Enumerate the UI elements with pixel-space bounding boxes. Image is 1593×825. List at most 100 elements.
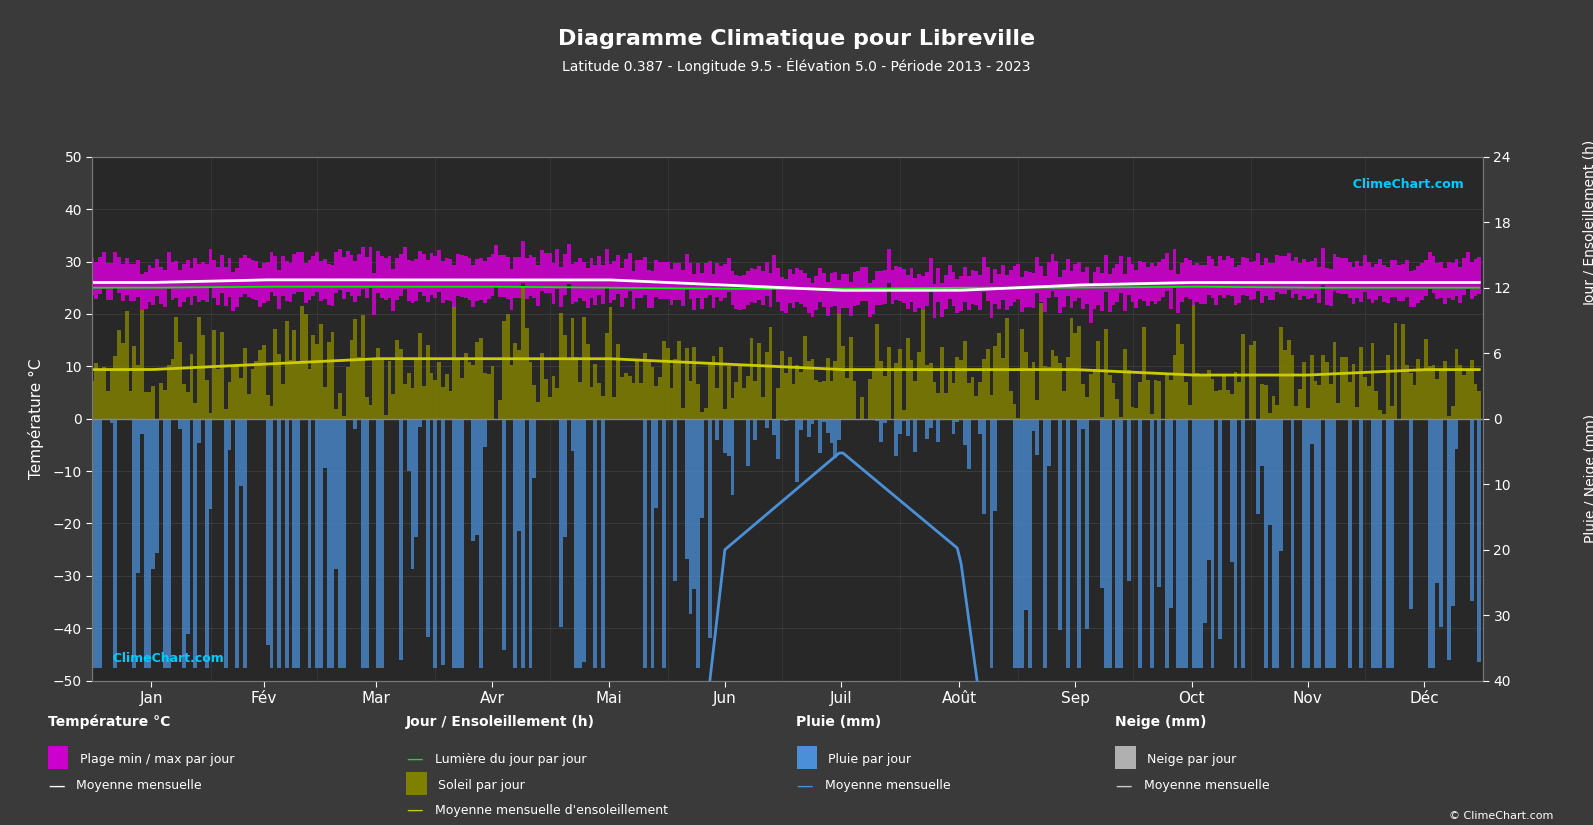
Bar bbox=[532, 384, 537, 419]
Bar bbox=[1184, 382, 1188, 419]
Bar bbox=[1249, 345, 1252, 419]
Bar bbox=[932, 285, 937, 318]
Bar bbox=[601, 265, 605, 304]
Bar bbox=[1241, 419, 1246, 667]
Bar bbox=[1227, 390, 1230, 419]
Bar bbox=[1013, 403, 1016, 419]
Bar bbox=[307, 369, 312, 419]
Bar bbox=[731, 398, 734, 419]
Bar bbox=[1370, 266, 1375, 304]
Bar bbox=[605, 333, 609, 419]
Bar bbox=[274, 328, 277, 419]
Bar bbox=[280, 384, 285, 419]
Bar bbox=[906, 275, 910, 309]
Bar bbox=[543, 252, 548, 294]
Bar bbox=[1375, 391, 1378, 419]
Bar bbox=[551, 376, 556, 419]
Bar bbox=[387, 361, 392, 419]
Bar bbox=[384, 258, 387, 300]
Bar bbox=[723, 409, 726, 419]
Bar bbox=[1123, 350, 1126, 419]
Bar bbox=[1126, 257, 1131, 295]
Bar bbox=[1107, 375, 1112, 419]
Bar bbox=[400, 419, 403, 660]
Bar bbox=[507, 257, 510, 299]
Bar bbox=[1333, 254, 1337, 291]
Bar bbox=[937, 419, 940, 442]
Bar bbox=[860, 267, 863, 301]
Bar bbox=[472, 365, 475, 419]
Bar bbox=[452, 305, 456, 419]
Bar bbox=[543, 380, 548, 419]
Bar bbox=[449, 259, 452, 300]
Bar bbox=[327, 264, 330, 305]
Bar bbox=[198, 264, 201, 302]
Bar bbox=[948, 368, 951, 419]
Bar bbox=[247, 394, 250, 419]
Bar bbox=[1337, 257, 1340, 293]
Bar bbox=[217, 266, 220, 305]
Bar bbox=[1013, 419, 1016, 667]
Bar bbox=[140, 310, 143, 419]
Bar bbox=[731, 271, 734, 305]
Bar bbox=[776, 268, 781, 302]
Bar bbox=[978, 276, 981, 309]
Bar bbox=[456, 254, 460, 296]
Bar bbox=[699, 419, 704, 518]
Bar bbox=[669, 389, 674, 419]
Bar bbox=[250, 369, 255, 419]
Bar bbox=[1257, 253, 1260, 291]
Bar bbox=[1115, 419, 1120, 667]
Bar bbox=[1120, 419, 1123, 667]
Bar bbox=[811, 359, 814, 419]
Bar bbox=[1195, 263, 1200, 302]
Bar bbox=[906, 338, 910, 419]
Text: Lumière du jour par jour: Lumière du jour par jour bbox=[435, 752, 586, 766]
Bar bbox=[707, 362, 712, 419]
Bar bbox=[518, 350, 521, 419]
Bar bbox=[1063, 391, 1066, 419]
Bar bbox=[1039, 303, 1043, 419]
Bar bbox=[143, 392, 148, 419]
Bar bbox=[631, 384, 636, 419]
Bar bbox=[1443, 268, 1446, 304]
Bar bbox=[499, 400, 502, 419]
Bar bbox=[1184, 419, 1188, 667]
Bar bbox=[1394, 323, 1397, 419]
Bar bbox=[178, 270, 182, 307]
Bar bbox=[964, 419, 967, 445]
Bar bbox=[838, 419, 841, 440]
Bar bbox=[578, 257, 581, 298]
Bar bbox=[323, 259, 327, 299]
Bar bbox=[1389, 419, 1394, 667]
Bar bbox=[1085, 419, 1088, 629]
Bar bbox=[1058, 277, 1063, 314]
Bar bbox=[1214, 391, 1219, 419]
Bar bbox=[997, 332, 1000, 419]
Bar bbox=[118, 257, 121, 294]
Bar bbox=[293, 254, 296, 295]
Bar bbox=[1333, 419, 1337, 667]
Bar bbox=[879, 361, 883, 419]
Bar bbox=[1192, 419, 1195, 667]
Bar bbox=[436, 361, 441, 419]
Bar bbox=[1027, 271, 1032, 308]
Bar bbox=[1180, 419, 1184, 667]
Bar bbox=[250, 260, 255, 299]
Bar bbox=[718, 266, 723, 300]
Bar bbox=[624, 259, 628, 298]
Bar bbox=[1153, 266, 1158, 304]
Bar bbox=[452, 419, 456, 667]
Bar bbox=[411, 388, 414, 419]
Bar bbox=[392, 269, 395, 311]
Bar bbox=[193, 258, 198, 296]
Bar bbox=[1451, 407, 1454, 419]
Bar bbox=[601, 396, 605, 419]
Bar bbox=[494, 244, 499, 286]
Bar bbox=[151, 268, 155, 304]
Bar bbox=[1066, 259, 1069, 295]
Bar bbox=[362, 315, 365, 419]
Bar bbox=[1477, 419, 1481, 662]
Bar bbox=[376, 251, 381, 293]
Bar bbox=[575, 419, 578, 667]
